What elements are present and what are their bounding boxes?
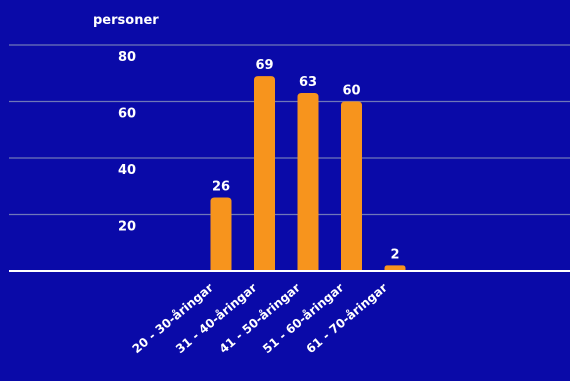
bar-value-label: 63 [299,75,317,90]
y-tick-labels: 20 40 60 80 [118,50,136,235]
bar-value-label: 69 [255,58,273,73]
bar [210,197,232,271]
bar [341,101,362,271]
value-labels: 26 69 63 60 2 [212,58,400,262]
y-tick-label: 40 [118,163,136,178]
bars [210,76,406,272]
y-tick-label: 20 [118,220,136,235]
bar [384,265,406,271]
bar-value-label: 2 [390,247,399,262]
bar-value-label: 60 [342,84,360,99]
bar [254,76,275,271]
y-tick-label: 60 [118,107,136,122]
y-tick-label: 80 [118,50,136,65]
bar-value-label: 26 [212,180,230,195]
gridlines [9,44,570,216]
x-tick-label: 61 - 70-åringar [304,281,390,357]
bar [297,93,319,272]
y-axis-title: personer [93,13,159,28]
